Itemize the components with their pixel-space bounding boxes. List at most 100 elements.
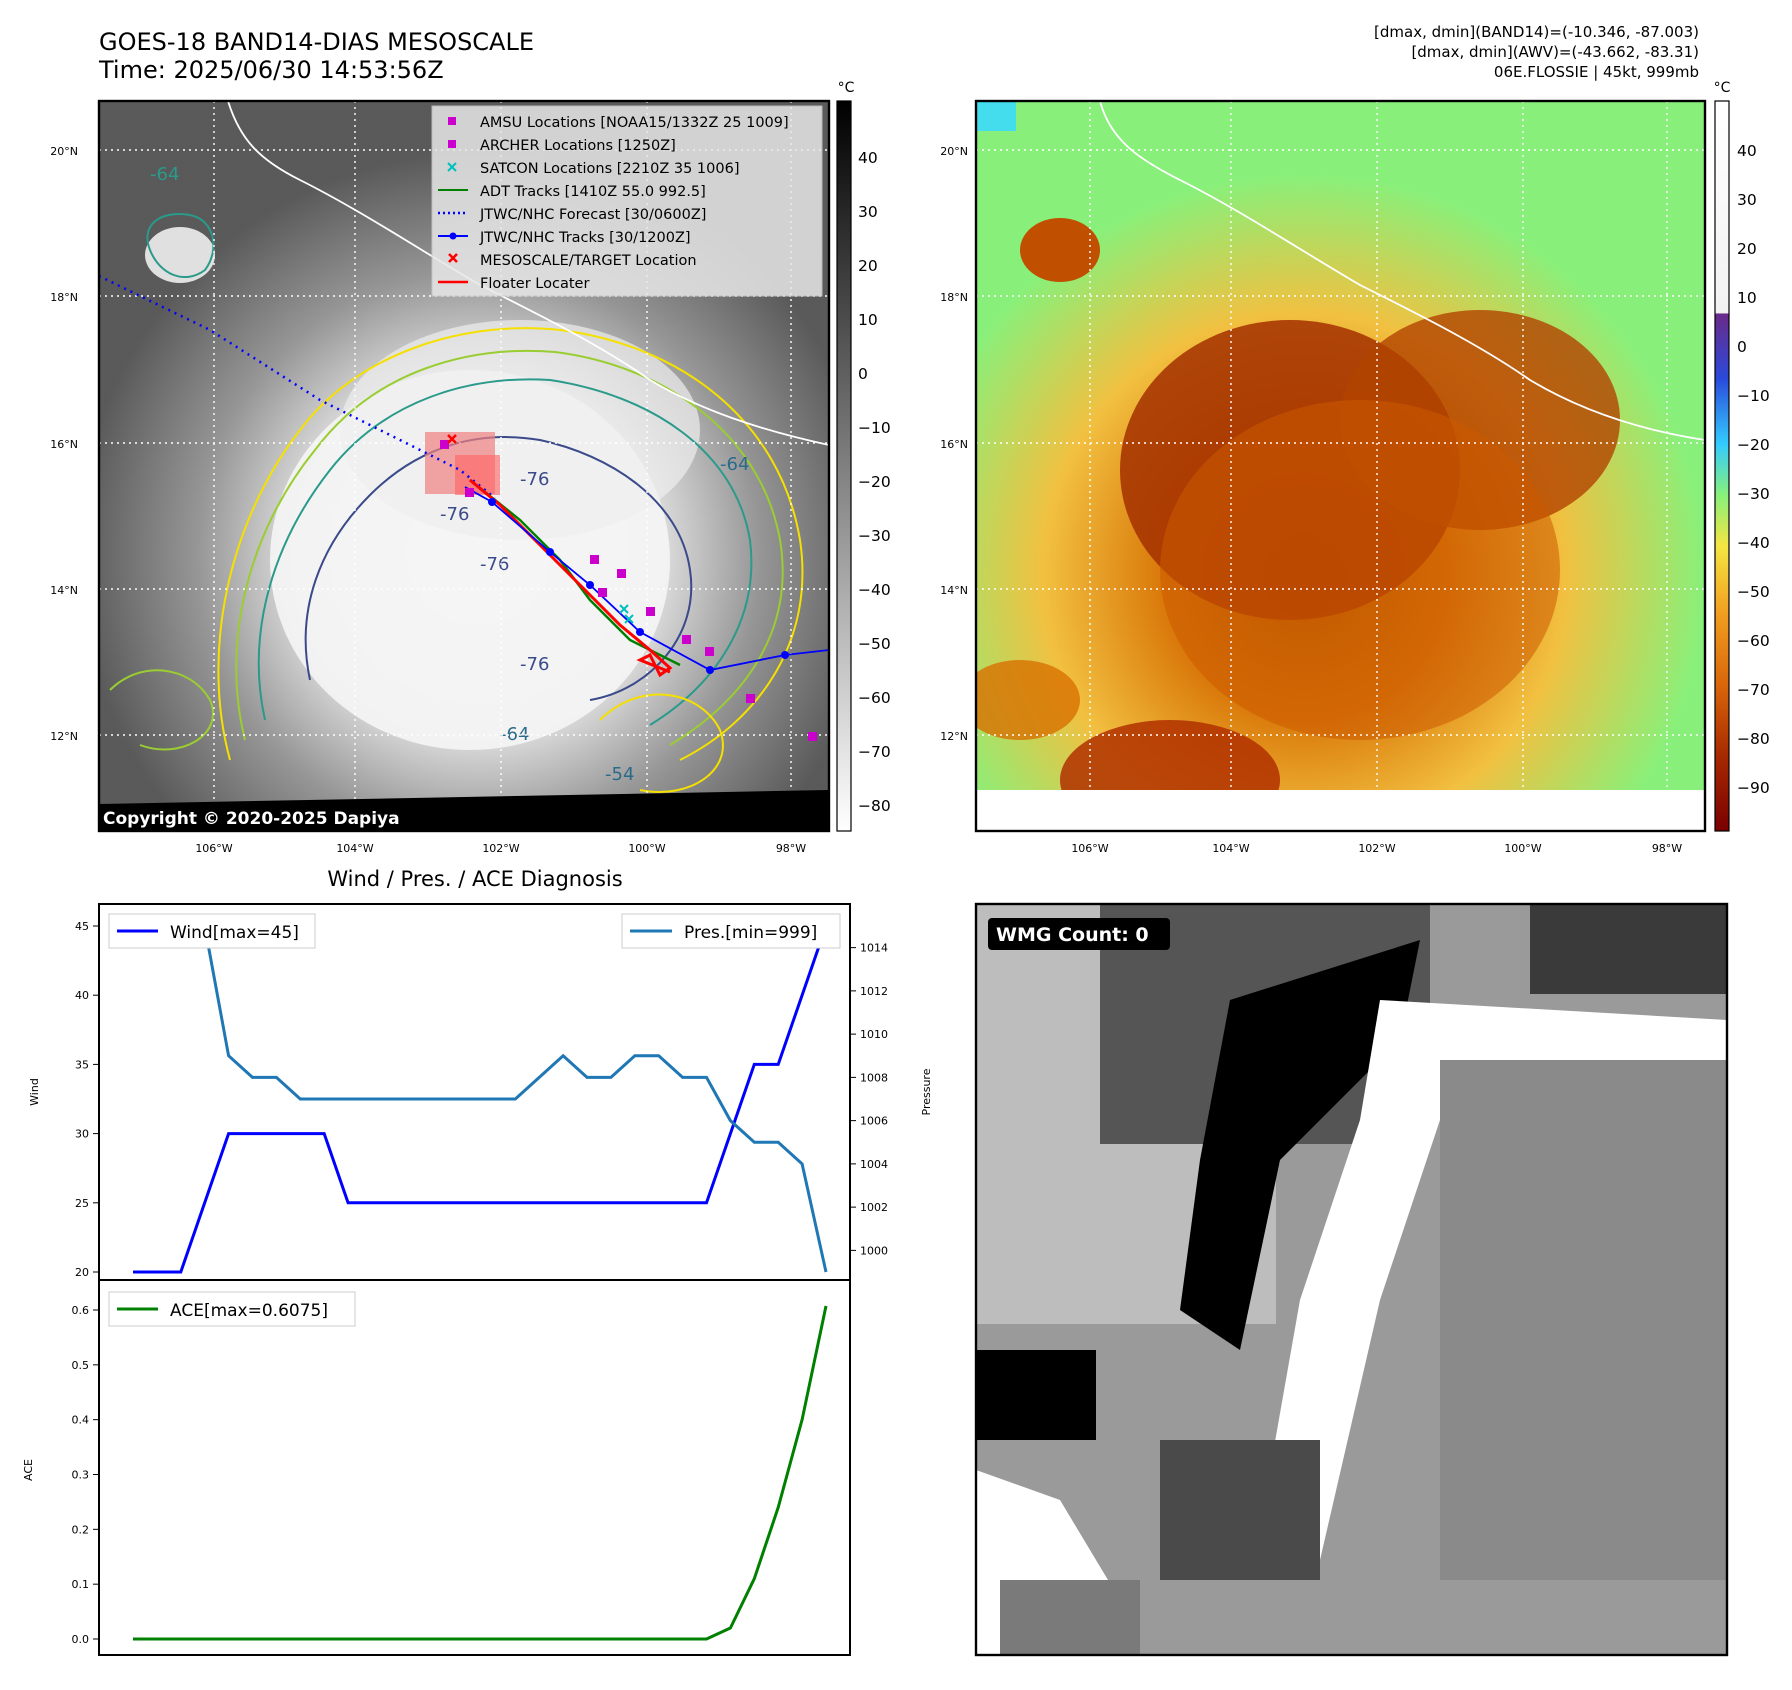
color-map-lon-labels: 106°W 104°W 102°W 100°W 98°W [1071,842,1682,855]
brightness-contours [109,213,804,793]
colorbar-tick: 10 [1737,289,1757,307]
legend-square-icon [448,117,456,125]
wmg-count-label: WMG Count: 0 [996,924,1149,946]
wind-pres-frame [98,903,851,1281]
ace-axis-label: ACE [22,1459,35,1481]
colorbar-tick: −60 [1737,632,1770,650]
title-line1: GOES-18 BAND14-DIAS MESOSCALE [99,28,535,56]
ace-legend-label: ACE[max=0.6075] [170,1301,328,1321]
pressure-tick-label: 1014 [860,942,888,955]
lat-label: 18°N [940,291,968,304]
stats-line1: [dmax, dmin](BAND14)=(-10.346, -87.003) [1374,23,1699,41]
colorbar-tick: −40 [858,581,891,599]
pressure-tick-label: 1008 [860,1071,888,1084]
lat-label: 12°N [940,730,968,743]
jtwc-track [464,486,829,671]
wind-pres-series [133,924,828,1274]
track-legend: AMSU Locations [NOAA15/1332Z 25 1009] AR… [431,105,823,297]
pressure-tick-label: 1012 [860,985,888,998]
contour-label: -54 [605,764,634,785]
colorbar-tick: −50 [1737,583,1770,601]
ace-line [133,1305,828,1641]
legend-square-icon [448,140,456,148]
contour-label: -64 [720,454,749,475]
ace-chart: 0.6 0.5 0.4 0.3 0.2 0.1 0.0 ACE ACE[max=0.6075… [22,1279,851,1656]
wmg-count-badge [988,918,1170,950]
wind-pres-chart: 45 40 35 30 25 20 1014 1012 1010 1008 1006 1004 100… [28,903,933,1281]
lat-label: 18°N [50,291,78,304]
pressure-legend-label: Pres.[min=999] [684,923,817,943]
legend-item: ADT Tracks [1410Z 55.0 992.5] [480,184,706,200]
colorbar-tick: −20 [858,473,891,491]
contour-label: -64 [150,164,179,185]
color-map-panel [976,101,1705,831]
target-marker [447,434,457,444]
wmg-panel [976,904,1727,1655]
legend-item: JTWC/NHC Forecast [30/0600Z] [479,207,706,223]
colorbar-tick: −80 [858,797,891,815]
ace-y-ticks: 0.6 0.5 0.4 0.3 0.2 0.1 0.0 [72,1304,99,1646]
pressure-y-ticks: 1014 1012 1010 1008 1006 1004 1002 1000 [850,942,888,1257]
contour-label: -76 [520,654,549,675]
no-data-strip [99,790,829,831]
lon-label: 102°W [482,842,519,855]
lon-label: 106°W [195,842,232,855]
color-colorbar-unit: °C [1714,80,1731,96]
legend-box [431,105,823,297]
wind-axis-label: Wind [28,1078,41,1106]
gray-small-cell [145,227,215,283]
legend-item: ARCHER Locations [1250Z] [480,138,676,154]
wind-tick-label: 45 [75,920,89,933]
color-cell-west [976,660,1080,740]
colorbar-tick: −50 [858,635,891,653]
lon-label: 100°W [1504,842,1541,855]
contour-labels: -76 -76 -76 -76 -64 -64 -54 -64 [150,164,749,785]
gray-colorbar: °C 40 30 20 10 0 −10 −20 −30 −40 −50 −60… [836,80,891,832]
color-no-data-strip [976,790,1705,831]
ace-tick-label: 0.4 [72,1414,90,1427]
color-small-cell [1020,218,1100,282]
gray-colorbar-unit: °C [838,80,855,96]
lon-label: 98°W [1652,842,1682,855]
colorbar-tick: −60 [858,689,891,707]
floater-box-inner [455,455,500,495]
wmg-left-dark-block [976,1350,1096,1440]
lat-label: 14°N [50,584,78,597]
colorbar-tick: −30 [858,527,891,545]
contour-label: -76 [480,554,509,575]
title-line2: Time: 2025/06/30 14:53:56Z [99,56,444,84]
ace-frame [98,1279,851,1656]
colorbar-tick: −20 [1737,436,1770,454]
diagnosis-chart-title: Wind / Pres. / ACE Diagnosis [327,867,622,891]
satcon-markers [619,604,634,624]
lat-label: 12°N [50,730,78,743]
stats-line3: 06E.FLOSSIE | 45kt, 999mb [1493,63,1699,81]
wmg-black-band [1180,940,1420,1350]
wmg-white-band [1270,1000,1727,1560]
legend-item: SATCON Locations [2210Z 35 1006] [480,161,739,177]
legend-item: MESOSCALE/TARGET Location [480,253,697,269]
lon-label: 102°W [1358,842,1395,855]
colorbar-tick: 0 [858,365,868,383]
pressure-tick-label: 1004 [860,1158,888,1171]
colorbar-tick: 40 [858,149,878,167]
lat-label: 20°N [50,145,78,158]
pressure-tick-label: 1010 [860,1028,888,1041]
ace-tick-label: 0.1 [72,1578,90,1591]
figure-title: GOES-18 BAND14-DIAS MESOSCALE Time: 2025… [99,28,534,84]
stats-line2: [dmax, dmin](AWV)=(-43.662, -83.31) [1411,43,1699,61]
lat-label: 16°N [940,438,968,451]
ace-tick-label: 0.6 [72,1304,90,1317]
wmg-lower-dark [1160,1440,1320,1580]
wind-legend-label: Wind[max=45] [170,923,299,943]
colorbar-tick: −30 [1737,485,1770,503]
color-corner-warm [976,101,1016,131]
color-colorbar: °C 40 30 20 10 0 −10 −20 −30 −40 −50 −60… [1714,80,1770,832]
gray-map-lon-labels: 106°W 104°W 102°W 100°W 98°W [195,842,806,855]
wind-tick-label: 20 [75,1266,89,1279]
gray-map-lat-labels: 20°N 18°N 16°N 14°N 12°N [50,145,78,743]
ace-tick-label: 0.2 [72,1523,90,1536]
lat-label: 20°N [940,145,968,158]
jtwc-track-points [488,498,789,674]
colorbar-tick: 20 [1737,240,1757,258]
